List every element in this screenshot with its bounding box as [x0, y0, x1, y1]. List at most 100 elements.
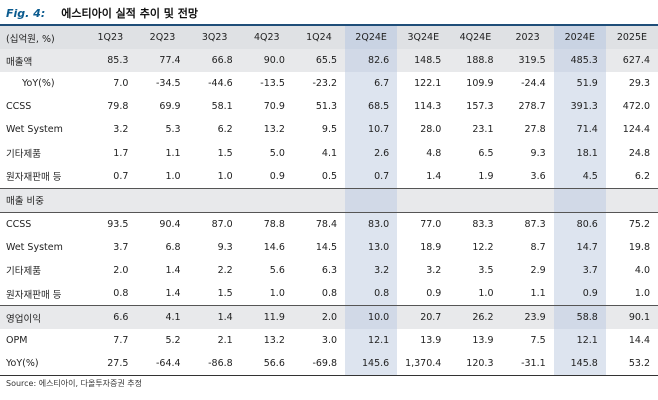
row-label: Wet System — [6, 241, 63, 253]
table-cell: 7.5 — [530, 335, 546, 347]
table-cell: 87.3 — [501, 211, 554, 236]
table-cell: 78.8 — [240, 211, 293, 236]
table-cell: 2.1 — [217, 335, 233, 347]
table-cell: 627.4 — [605, 49, 658, 73]
table-cell: 4.8 — [426, 147, 442, 159]
col-header: 3Q23 — [188, 26, 241, 50]
source-note: Source: 에스티아이, 다올투자증권 추정 — [6, 379, 143, 388]
table-cell: 10.7 — [345, 118, 398, 142]
col-header: 2023 — [501, 26, 554, 50]
table-cell: 13.9 — [420, 335, 442, 347]
table-cell: 4.1 — [136, 305, 189, 330]
table-cell: 28.0 — [420, 124, 442, 136]
table-cell — [136, 187, 189, 213]
row-label: 기타제품 — [6, 266, 41, 278]
table-cell: 51.3 — [315, 101, 338, 113]
table-cell: -64.4 — [136, 352, 189, 377]
table-cell: 14.7 — [553, 235, 606, 259]
table-cell: 3.2 — [426, 264, 442, 276]
table-cell: 14.4 — [628, 335, 650, 347]
table-cell: 145.8 — [553, 352, 606, 377]
table-cell: 1.7 — [113, 147, 129, 159]
table-cell: 0.9 — [426, 288, 442, 300]
table-cell: 29.3 — [628, 78, 650, 90]
table-cell: 19.8 — [628, 241, 650, 253]
table-cell: -44.6 — [208, 78, 233, 90]
row-label: 매출액 — [0, 49, 85, 73]
table-cell: 4.5 — [553, 164, 606, 189]
table-cell: 1.0 — [634, 288, 650, 300]
col-header: 1Q23 — [84, 26, 137, 50]
col-header: 4Q24E — [449, 26, 502, 50]
table-cell: 75.2 — [605, 211, 658, 236]
table-cell: 319.5 — [501, 49, 554, 73]
table-cell: 70.9 — [263, 101, 285, 113]
table-cell: 23.9 — [501, 305, 554, 330]
table-cell: 66.8 — [188, 49, 241, 73]
table-cell: 6.7 — [345, 72, 398, 96]
table-cell: 8.7 — [530, 241, 546, 253]
table-cell: 2.2 — [217, 264, 233, 276]
table-row: 원자재판매 등 0.8 1.4 1.5 1.0 0.8 0.8 0.9 1.0 1.1 0.9 1.0 — [0, 282, 658, 306]
table-row: Wet System 3.7 6.8 9.3 14.6 14.5 13.0 18.9 12.2 8… — [0, 235, 658, 259]
table-cell — [501, 187, 554, 213]
table-cell: 3.6 — [530, 170, 546, 182]
header-row: (십억원, %) 1Q23 2Q23 3Q23 4Q23 1Q24 2Q24E … — [0, 26, 658, 50]
unit-label: (십억원, %) — [0, 26, 85, 50]
row-label: 원자재판매 등 — [6, 289, 62, 301]
table-cell: 0.9 — [553, 282, 606, 306]
table-row: CCSS 79.8 69.9 58.1 70.9 51.3 68.5 114.3 157.3 27… — [0, 95, 658, 119]
table-cell — [449, 187, 502, 213]
col-header: 3Q24E — [397, 26, 450, 50]
table-cell: 3.2 — [345, 258, 398, 283]
table-cell: 1.4 — [426, 170, 442, 182]
table-cell: 27.5 — [84, 352, 137, 377]
table-cell: 13.2 — [263, 124, 285, 136]
table-cell: 5.3 — [165, 124, 181, 136]
table-cell: 0.7 — [345, 164, 398, 189]
table-cell — [397, 187, 450, 213]
table-cell: 69.9 — [159, 101, 181, 113]
table-cell: 7.0 — [113, 78, 129, 90]
table-cell: 188.8 — [449, 49, 502, 73]
table-row: OPM 7.7 5.2 2.1 13.2 3.0 12.1 13.9 13.9 7.5 12.1 14… — [0, 329, 658, 353]
table-cell — [345, 187, 398, 213]
table-cell: 6.6 — [84, 305, 137, 330]
table-cell: 78.4 — [292, 211, 346, 236]
table-cell: 0.8 — [345, 282, 398, 306]
table-cell: -86.8 — [188, 352, 241, 377]
table-cell: 0.8 — [113, 288, 129, 300]
table-cell — [84, 187, 137, 213]
table-row: 영업이익 6.6 4.1 1.4 11.9 2.0 10.0 20.7 26.2 23.9 58.8… — [0, 305, 658, 330]
table-cell: 77.0 — [397, 211, 450, 236]
table-cell: 20.7 — [397, 305, 450, 330]
table-row: CCSS 93.5 90.4 87.0 78.8 78.4 83.0 77.0 83.3 87.3… — [0, 211, 658, 236]
table-cell: 1.0 — [478, 288, 494, 300]
table-cell: 79.8 — [107, 101, 129, 113]
table-cell: 114.3 — [414, 101, 442, 113]
table-cell — [605, 187, 658, 213]
table-cell: 83.3 — [449, 211, 502, 236]
table-cell: 6.5 — [478, 147, 494, 159]
table-cell: 11.9 — [240, 305, 293, 330]
table-cell: 5.0 — [269, 147, 285, 159]
table-row: 매출 비중 — [0, 187, 658, 213]
table-cell: 23.1 — [472, 124, 494, 136]
table-cell: 9.5 — [321, 124, 338, 136]
table-cell: 0.7 — [113, 170, 129, 182]
table-cell: 2.0 — [113, 264, 129, 276]
table-cell: 0.8 — [321, 288, 338, 300]
table-cell: 18.1 — [553, 141, 606, 165]
table-cell: 68.5 — [345, 95, 398, 119]
table-cell: 3.7 — [113, 241, 129, 253]
table-cell: 122.1 — [414, 78, 442, 90]
table-cell: 1.4 — [165, 288, 181, 300]
table-cell: 80.6 — [553, 211, 606, 236]
row-label: CCSS — [6, 101, 32, 113]
table-cell: 1.5 — [217, 288, 233, 300]
table-cell: 12.1 — [553, 329, 606, 353]
row-label: 원자재판매 등 — [6, 172, 62, 184]
table-cell: 6.8 — [165, 241, 181, 253]
table-cell: 485.3 — [553, 49, 606, 73]
table-cell: 472.0 — [622, 101, 650, 113]
